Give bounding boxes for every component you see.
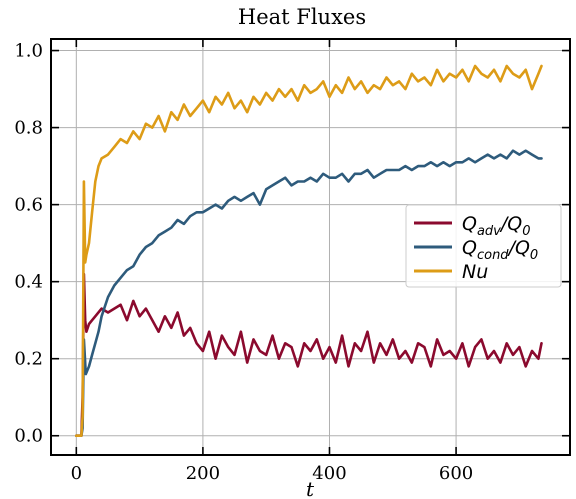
legend-box bbox=[405, 204, 562, 288]
tick-layer: 0 200 400 600 0.0 0.2 0.4 0.6 0.8 1.0 bbox=[14, 39, 570, 484]
x-axis-label: t bbox=[306, 477, 315, 499]
x-tick-label: 400 bbox=[312, 463, 346, 484]
y-tick-label: 0.2 bbox=[14, 349, 43, 370]
x-tick-label: 0 bbox=[71, 463, 82, 484]
y-tick-label: 0.6 bbox=[14, 195, 43, 216]
x-tick-label: 600 bbox=[439, 463, 473, 484]
chart-title: Heat Fluxes bbox=[238, 5, 366, 29]
legend-label: Qcond/Q0 bbox=[462, 237, 538, 263]
series-line-0 bbox=[75, 272, 543, 438]
plot-frame bbox=[50, 38, 571, 456]
y-tick-label: 0.4 bbox=[14, 272, 43, 293]
grid-layer bbox=[51, 39, 570, 455]
y-tick-label: 0.0 bbox=[14, 426, 43, 447]
series-line-1 bbox=[75, 149, 543, 438]
legend-label: Nu bbox=[462, 261, 488, 283]
legend-label: Qadv/Q0 bbox=[462, 213, 531, 239]
series-layer bbox=[75, 64, 543, 438]
y-tick-label: 0.8 bbox=[14, 118, 43, 139]
x-tick-label: 200 bbox=[186, 463, 220, 484]
series-line-2 bbox=[75, 64, 543, 438]
y-tick-label: 1.0 bbox=[14, 41, 43, 62]
